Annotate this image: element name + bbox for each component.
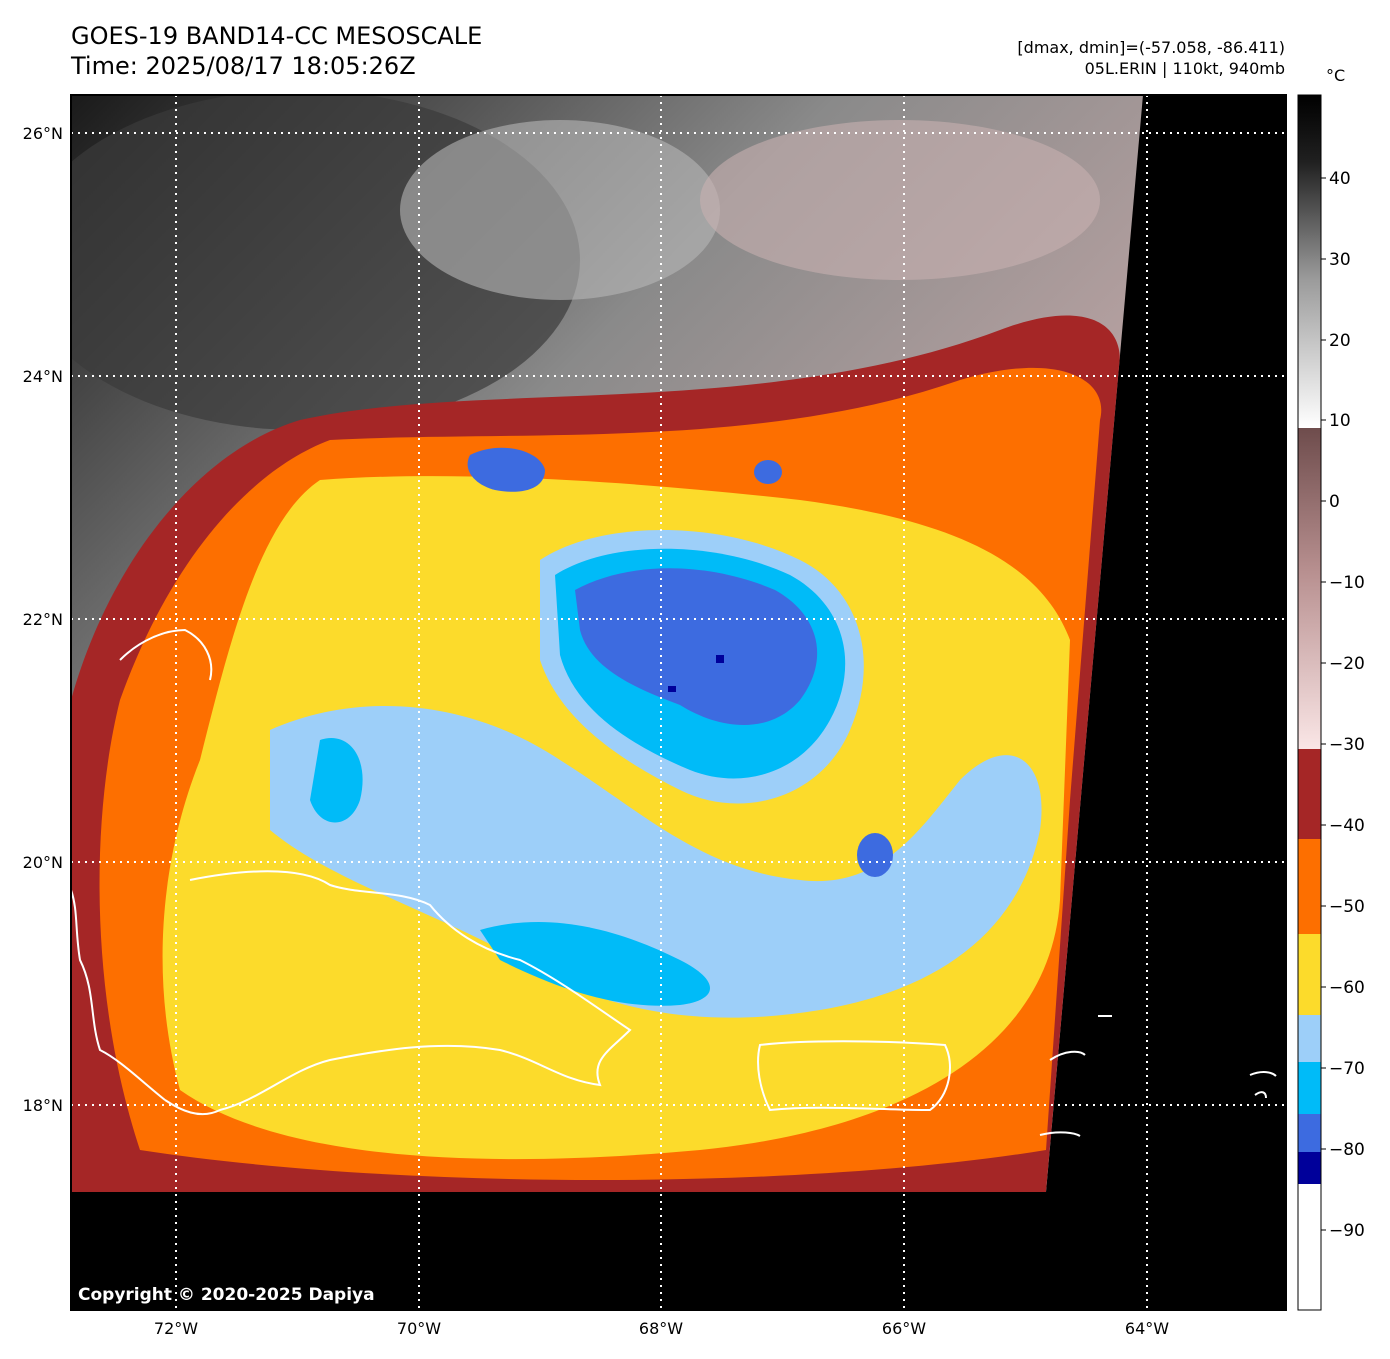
colorbar-lightblue-segment [1298, 1015, 1321, 1062]
colorbar-tick-label: −30 [1329, 735, 1365, 755]
puerto-rico-coast [757, 1040, 951, 1112]
temp-band-royal-blue [575, 568, 818, 725]
colorbar-tick-label: −50 [1329, 897, 1365, 917]
colorbar-royalblue-segment [1298, 1114, 1321, 1152]
colorbar-tick-label: −10 [1329, 573, 1365, 593]
colorbar-tick-label: −90 [1329, 1221, 1365, 1241]
colorbar-cyan-segment [1298, 1062, 1321, 1114]
colorbar-tick-label: 0 [1329, 492, 1340, 512]
colorbar-tick-label: −80 [1329, 1140, 1365, 1160]
lat-label: 18°N [23, 1096, 63, 1115]
colorbar-tick-label: −70 [1329, 1059, 1365, 1079]
copyright-text: Copyright © 2020-2025 Dapiya [78, 1285, 375, 1305]
coastlines [71, 628, 1277, 1137]
colorbar-tick-label: 10 [1329, 411, 1351, 431]
coldest-pixels [668, 686, 676, 692]
lat-label: 22°N [23, 610, 63, 629]
product-title: GOES-19 BAND14-CC MESOSCALE [71, 22, 483, 50]
lat-label: 26°N [23, 124, 63, 143]
lon-label: 64°W [1125, 1319, 1169, 1338]
lon-label: 66°W [882, 1319, 926, 1338]
colorbar-tick-label: 40 [1329, 169, 1351, 189]
colorbar-tick-label: 30 [1329, 250, 1351, 270]
colorbar-navy-segment [1298, 1152, 1321, 1184]
colorbar-tick-label: −20 [1329, 654, 1365, 674]
longitude-labels: 72°W 70°W 68°W 66°W 64°W [154, 1319, 1169, 1338]
colorbar-frame [1297, 94, 1322, 1311]
lat-label: 20°N [23, 853, 63, 872]
data-range-info: [dmax, dmin]=(-57.058, -86.411) [1017, 38, 1285, 57]
colorbar-tick-label: 20 [1329, 331, 1351, 351]
map-frame [70, 94, 1287, 1311]
infrared-swath [71, 95, 1143, 1192]
lon-label: 68°W [639, 1319, 683, 1338]
colorbar-yellow-segment [1298, 934, 1321, 1015]
latitude-labels: 26°N 24°N 22°N 20°N 18°N [23, 124, 63, 1115]
colorbar-white-segment [1298, 1184, 1321, 1310]
storm-info: 05L.ERIN | 110kt, 940mb [1084, 59, 1285, 78]
colorbar-orange-segment [1298, 839, 1321, 934]
lat-label: 24°N [23, 367, 63, 386]
colorbar-tick-label: −40 [1329, 816, 1365, 836]
temp-band-light-blue [270, 706, 1042, 1018]
lon-label: 70°W [397, 1319, 441, 1338]
colorbar-brown-segment [1298, 428, 1321, 749]
colorbar: 40 30 20 10 0 −10 −20 −30 −40 −50 −60 −7… [1297, 94, 1365, 1311]
colorbar-gray-segment [1298, 95, 1321, 428]
colorbar-unit: °C [1326, 66, 1346, 85]
satellite-image: Copyright © 2020-2025 Dapiya [71, 95, 1286, 1310]
colorbar-darkred-segment [1298, 749, 1321, 839]
image-time: Time: 2025/08/17 18:05:26Z [71, 52, 416, 80]
lon-label: 72°W [154, 1319, 198, 1338]
hispaniola-coast [164, 870, 632, 1116]
colorbar-tick-label: −60 [1329, 978, 1365, 998]
